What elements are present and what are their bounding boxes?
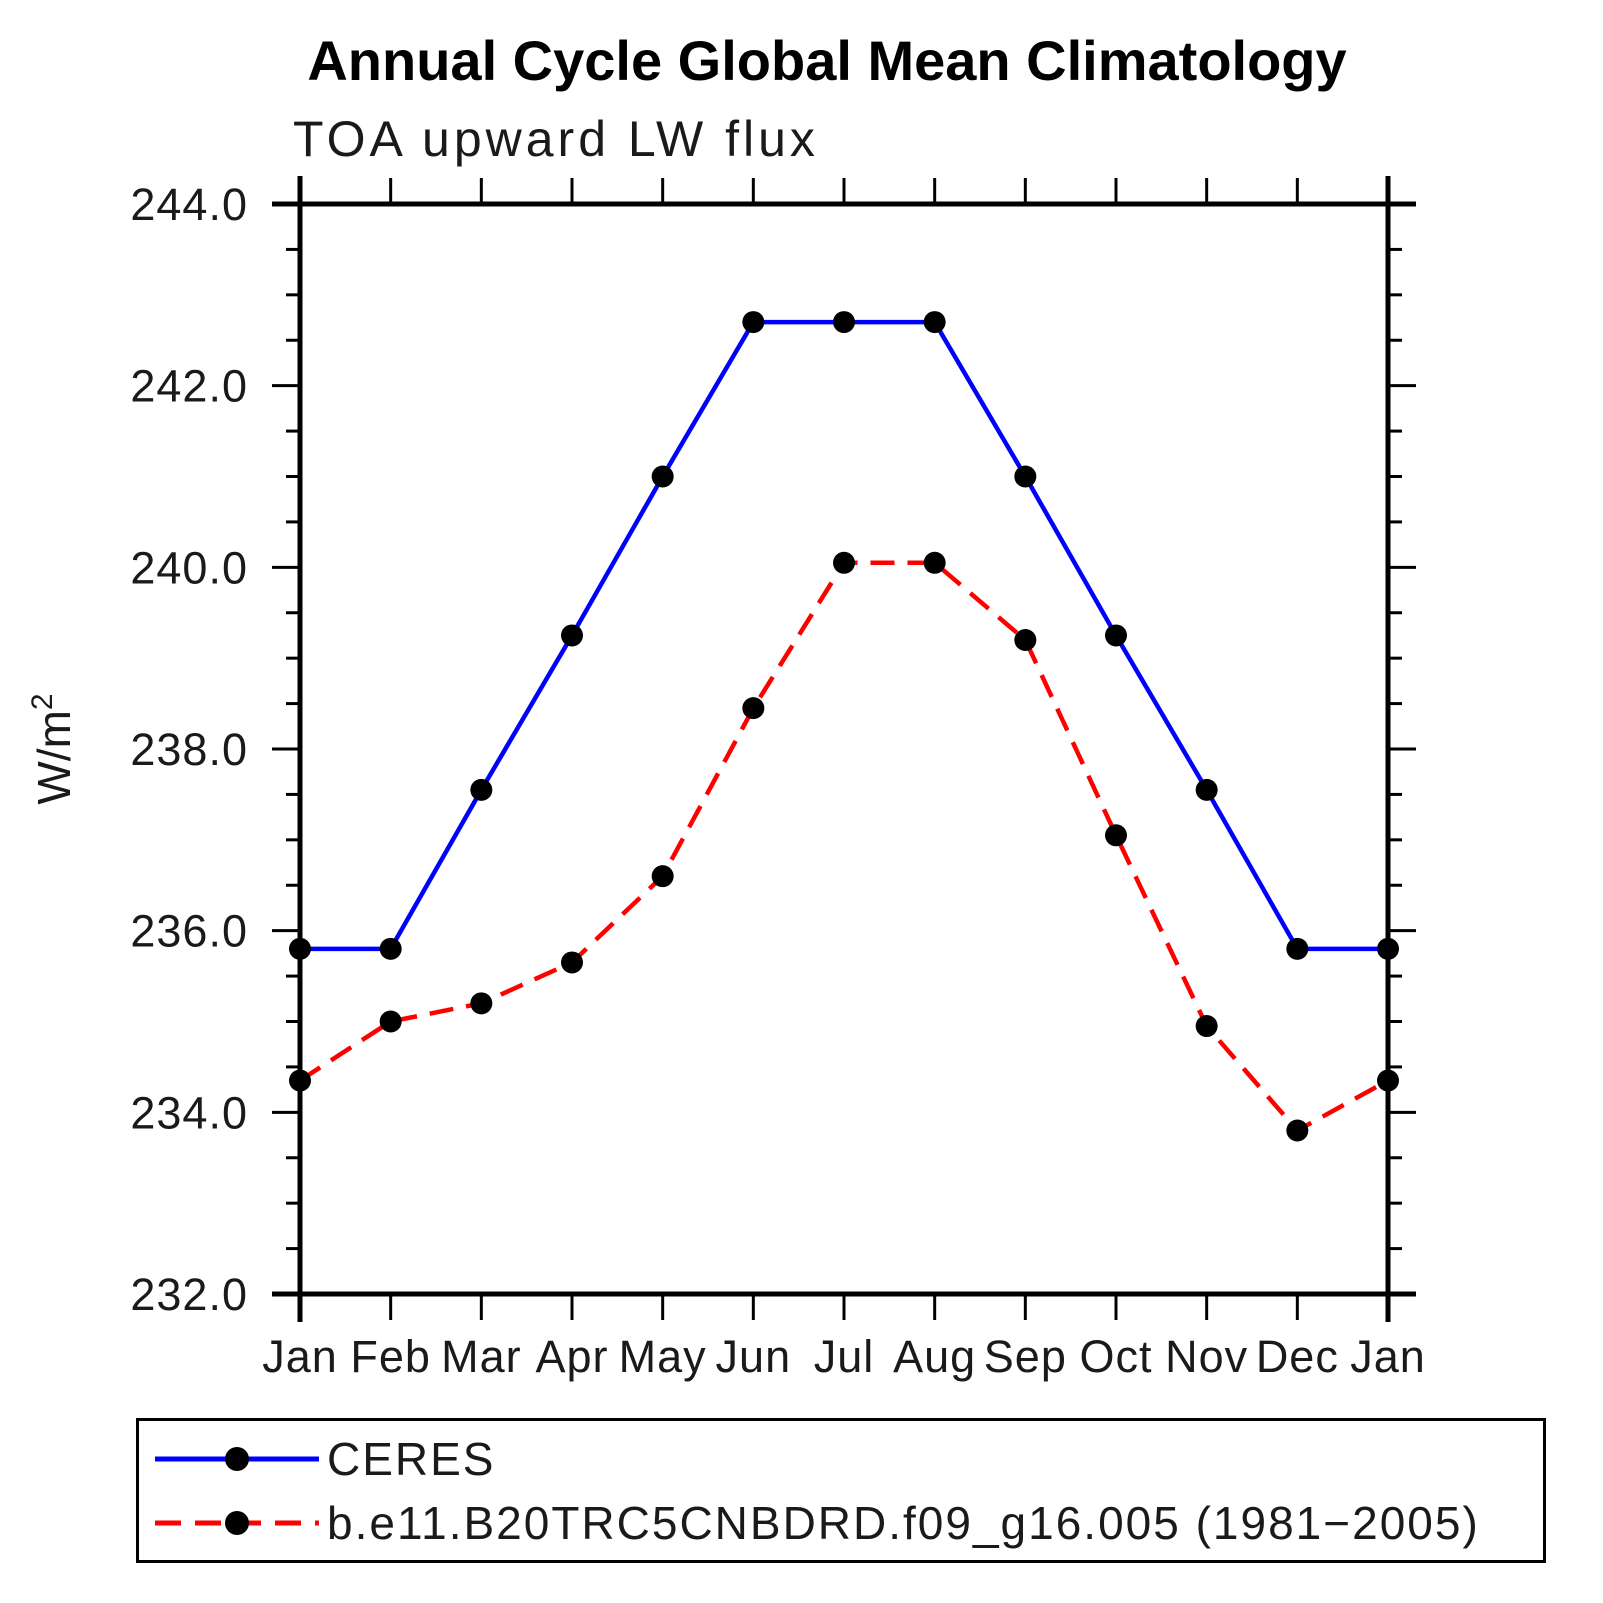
legend-marker-dot	[225, 1510, 249, 1535]
series-line	[300, 319, 1388, 952]
data-point-marker	[1286, 1119, 1309, 1142]
axes	[272, 176, 1416, 1322]
data-point-marker	[742, 311, 765, 334]
x-tick-label: Jul	[814, 1331, 875, 1382]
data-point-marker	[1014, 465, 1037, 488]
y-tick-label: 236.0	[130, 906, 248, 957]
series-ceres	[289, 311, 1399, 960]
legend-swatch-dashed-line	[155, 1510, 319, 1535]
y-axis-title: W/m2	[26, 693, 80, 804]
data-point-marker	[289, 937, 311, 960]
data-point-marker	[833, 311, 855, 334]
y-tick-label: 234.0	[130, 1087, 248, 1138]
data-point-marker	[651, 865, 674, 888]
x-tick-label: Sep	[984, 1331, 1067, 1382]
data-point-marker	[651, 465, 674, 488]
data-point-marker	[379, 937, 402, 960]
y-tick-label: 242.0	[130, 361, 248, 412]
legend-marker-dot	[225, 1446, 249, 1471]
data-point-marker	[289, 1069, 311, 1092]
series-model	[289, 551, 1399, 1142]
x-tick-label: Jun	[716, 1331, 792, 1382]
x-tick-label: Nov	[1165, 1331, 1248, 1382]
data-point-marker	[1105, 624, 1127, 647]
y-tick-label: 240.0	[130, 542, 248, 593]
x-tick-label: Dec	[1256, 1331, 1339, 1382]
x-tick-label: Feb	[350, 1331, 431, 1382]
legend-swatch-solid-line	[155, 1446, 319, 1471]
data-point-marker	[1014, 629, 1037, 651]
y-tick-label: 238.0	[130, 724, 248, 775]
x-tick-label: Jan	[262, 1331, 338, 1382]
data-point-marker	[1377, 937, 1399, 960]
legend-item-model: b.e11.B20TRC5CNBDRD.f09_g16.005 (1981−20…	[151, 1497, 1543, 1549]
x-tick-label: May	[619, 1331, 707, 1382]
data-point-marker	[742, 697, 765, 720]
legend-label-ceres: CERES	[327, 1432, 496, 1485]
data-point-marker	[923, 551, 946, 574]
data-point-marker	[1377, 1069, 1399, 1092]
y-tick-label: 232.0	[130, 1269, 248, 1320]
data-point-marker	[561, 951, 583, 974]
chart-subtitle: TOA upward LW flux	[293, 111, 819, 167]
data-point-marker	[1195, 778, 1218, 801]
data-point-marker	[470, 778, 493, 801]
x-tick-label: Apr	[535, 1331, 608, 1382]
x-tick-label: Oct	[1079, 1331, 1152, 1382]
data-point-marker	[1105, 824, 1127, 847]
data-point-marker	[923, 311, 946, 334]
series-line	[298, 560, 1390, 1134]
chart-title: Annual Cycle Global Mean Climatology	[307, 29, 1347, 92]
data-point-marker	[379, 1010, 402, 1033]
x-tick-label: Aug	[893, 1331, 976, 1382]
legend: CERES b.e11.B20TRC5CNBDRD.f09_g16.005 (1…	[136, 1418, 1546, 1563]
legend-label-model: b.e11.B20TRC5CNBDRD.f09_g16.005 (1981−20…	[327, 1496, 1480, 1549]
x-tick-label: Mar	[441, 1331, 522, 1382]
data-point-marker	[833, 551, 855, 574]
y-tick-label: 244.0	[130, 179, 248, 230]
x-tick-label: Jan	[1350, 1331, 1426, 1382]
legend-item-ceres: CERES	[151, 1433, 1543, 1485]
axis-ticks	[272, 178, 1416, 1320]
data-point-marker	[1195, 1015, 1218, 1038]
data-point-marker	[1286, 937, 1309, 960]
data-point-marker	[470, 992, 493, 1015]
data-point-marker	[561, 624, 583, 647]
